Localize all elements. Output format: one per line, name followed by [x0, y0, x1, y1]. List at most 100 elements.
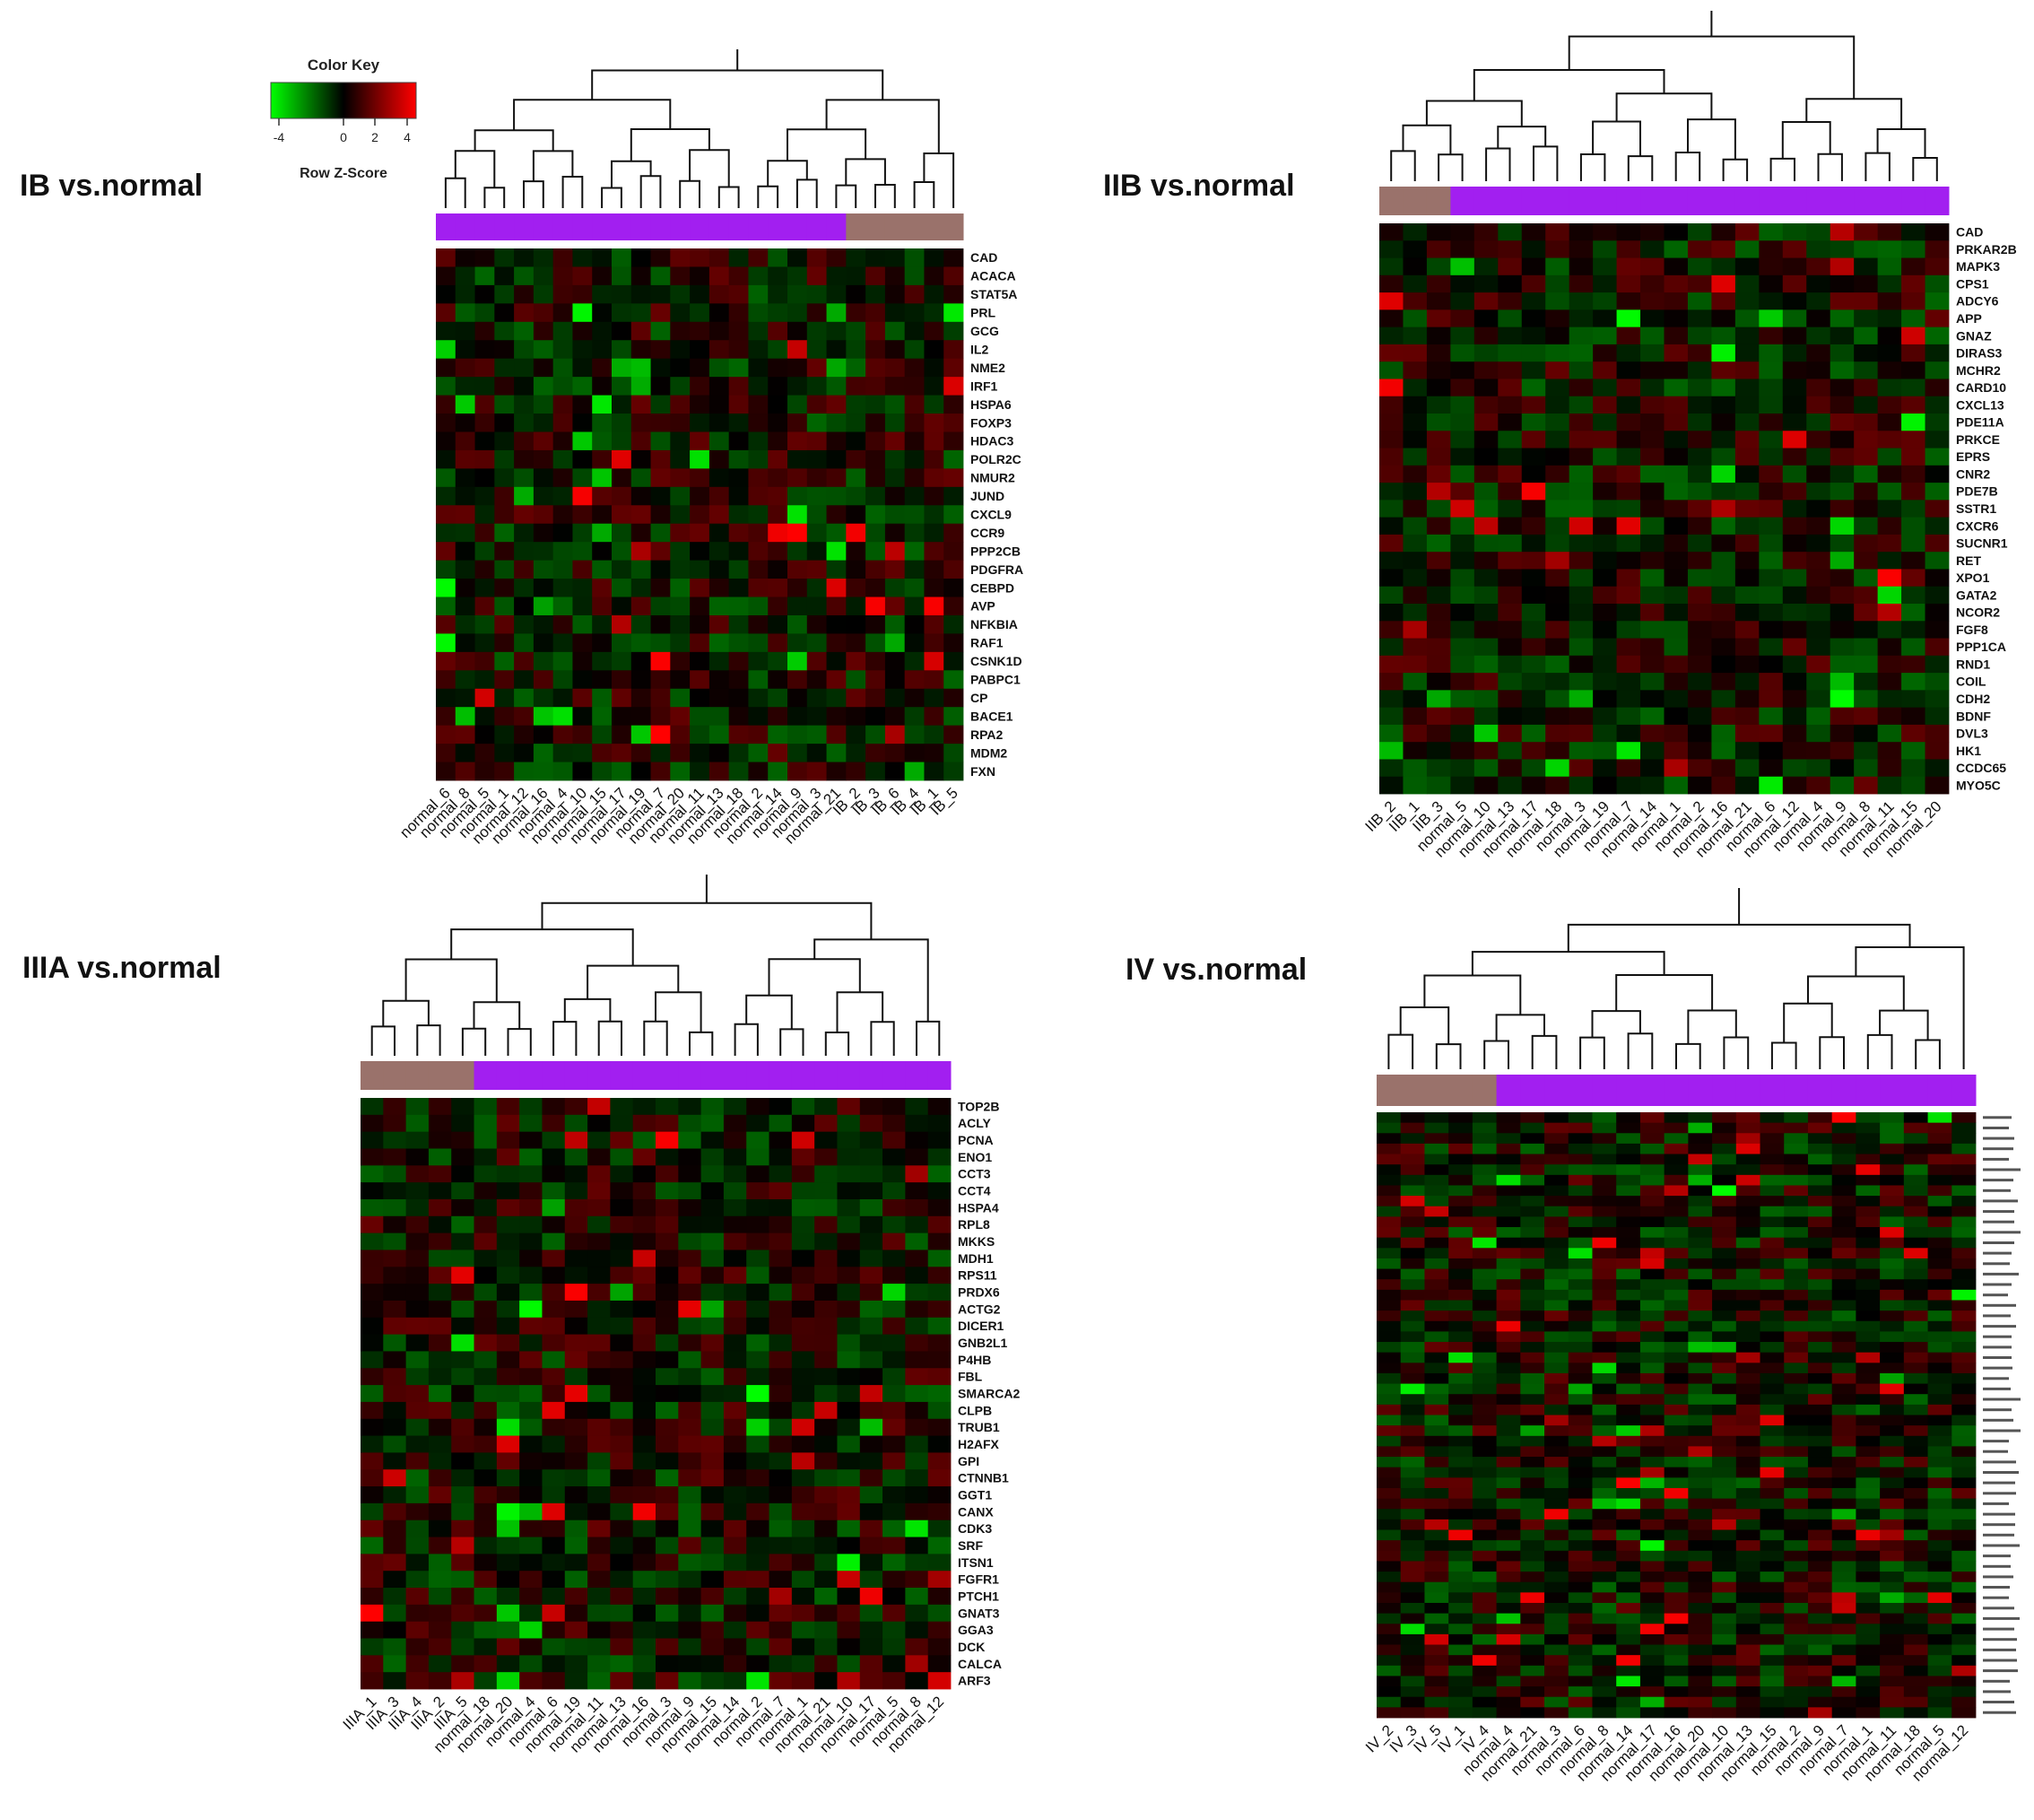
- heatmap-cell: [1760, 1196, 1785, 1207]
- heatmap-cell: [1593, 604, 1617, 622]
- heatmap-cell: [723, 1098, 747, 1116]
- heatmap-cell: [533, 486, 554, 506]
- heatmap-cell: [1735, 1404, 1760, 1415]
- heatmap-cell: [1877, 604, 1902, 622]
- heatmap-cell: [690, 688, 710, 708]
- heatmap-cell: [768, 468, 788, 488]
- heatmap-cell: [1735, 1435, 1760, 1447]
- heatmap-cell: [1688, 1572, 1713, 1583]
- heatmap-cell: [455, 340, 475, 360]
- heatmap-cell: [630, 542, 651, 562]
- group-bar-cell: [927, 1061, 952, 1090]
- heatmap-cell: [1616, 1529, 1641, 1541]
- heatmap-cell: [1806, 257, 1831, 276]
- heatmap-cell: [451, 1571, 474, 1589]
- heatmap-cell: [1424, 1592, 1449, 1604]
- heatmap-cell: [383, 1098, 407, 1116]
- heatmap-cell: [791, 1284, 815, 1302]
- heatmap-cell: [436, 707, 456, 727]
- heatmap-cell: [1592, 1509, 1617, 1520]
- heatmap-cell: [1568, 1363, 1593, 1374]
- heatmap-cell: [1568, 1258, 1593, 1269]
- heatmap-cell: [552, 523, 573, 543]
- gene-label: CAD: [1956, 225, 1983, 239]
- heatmap-cell: [1544, 1696, 1569, 1708]
- heatmap-cell: [650, 358, 671, 378]
- heatmap-cell: [514, 614, 535, 634]
- heatmap-cell: [514, 542, 535, 562]
- heatmap-cell: [1688, 1300, 1713, 1311]
- heatmap-cell: [1759, 690, 1784, 709]
- heatmap-cell: [1616, 292, 1641, 310]
- heatmap-cell: [519, 1368, 543, 1386]
- heatmap-cell: [846, 340, 866, 360]
- dendrogram-branch: [845, 158, 886, 186]
- heatmap-cell: [612, 248, 632, 267]
- heatmap-cell: [1831, 1581, 1856, 1593]
- heatmap-cell: [1450, 742, 1475, 760]
- heatmap-cell: [1424, 1415, 1449, 1426]
- heatmap-cell: [1782, 776, 1807, 795]
- heatmap-cell: [1688, 1425, 1713, 1437]
- heatmap-cell: [1520, 1248, 1545, 1259]
- heatmap-cell: [1664, 1300, 1689, 1311]
- heatmap-cell: [826, 358, 847, 378]
- heatmap-cell: [587, 1300, 611, 1319]
- heatmap-cell: [1377, 1550, 1402, 1562]
- heatmap-cell: [610, 1250, 634, 1267]
- heatmap-cell: [1616, 327, 1641, 345]
- heatmap-cell: [519, 1351, 543, 1369]
- heatmap-cell: [1711, 431, 1736, 448]
- heatmap-cell: [552, 248, 573, 267]
- heatmap-cell: [1951, 1258, 1977, 1269]
- heatmap-cell: [1927, 1519, 1952, 1530]
- heatmap-cell: [904, 414, 925, 432]
- heatmap-cell: [1616, 1311, 1641, 1322]
- heatmap-cell: [1520, 1174, 1545, 1186]
- heatmap-cell: [1712, 1320, 1737, 1332]
- heatmap-cell: [474, 1300, 498, 1319]
- heatmap-cell: [592, 377, 613, 396]
- heatmap-cell: [494, 505, 515, 525]
- heatmap-cell: [1640, 309, 1665, 328]
- heatmap-cell: [1688, 1435, 1713, 1447]
- heatmap-cell: [1760, 1592, 1785, 1604]
- heatmap-cell: [474, 1215, 498, 1234]
- heatmap-cell: [494, 523, 515, 543]
- heatmap-cell: [383, 1368, 407, 1386]
- heatmap-cell: [1448, 1248, 1473, 1259]
- heatmap-cell: [436, 725, 456, 745]
- heatmap-cell: [927, 1401, 952, 1420]
- heatmap-cell: [700, 1148, 725, 1166]
- heatmap-cell: [1400, 1154, 1425, 1165]
- heatmap-cell: [806, 449, 827, 469]
- heatmap-cell: [670, 744, 691, 762]
- heatmap-cell: [1877, 707, 1902, 726]
- heatmap-cell: [1472, 1237, 1497, 1249]
- heatmap-cell: [1664, 1529, 1689, 1541]
- heatmap-cell: [1854, 673, 1879, 691]
- heatmap-cell: [1568, 1300, 1593, 1311]
- heatmap-cell: [1426, 257, 1451, 276]
- heatmap-cell: [519, 1621, 543, 1639]
- heatmap-cell: [519, 1250, 543, 1267]
- heatmap-cell: [1951, 1676, 1977, 1687]
- heatmap-cell: [1831, 1676, 1856, 1687]
- heatmap-cell: [405, 1401, 430, 1420]
- dendrogram-branch: [1817, 152, 1843, 181]
- heatmap-cell: [1806, 759, 1831, 778]
- heatmap-cell: [1448, 1425, 1473, 1437]
- heatmap-cell: [1426, 534, 1451, 553]
- heatmap-cell: [612, 523, 632, 543]
- heatmap-cell: [436, 266, 456, 286]
- group-bar-cell: [1545, 187, 1570, 215]
- heatmap-cell: [746, 1571, 769, 1589]
- heatmap-cell: [1426, 361, 1451, 379]
- heatmap-cell: [1856, 1572, 1881, 1583]
- heatmap-cell: [1593, 707, 1617, 726]
- heatmap-cell: [1664, 1154, 1689, 1165]
- heatmap-cell: [1448, 1540, 1473, 1552]
- heatmap-cell: [1592, 1394, 1617, 1406]
- heatmap-cell: [865, 725, 886, 745]
- heatmap-cell: [361, 1148, 384, 1166]
